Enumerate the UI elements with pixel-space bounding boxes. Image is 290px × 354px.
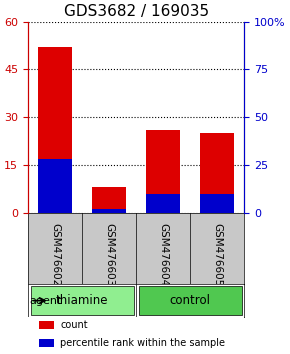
Bar bbox=[39, 339, 54, 347]
Bar bbox=[38, 159, 72, 213]
Text: percentile rank within the sample: percentile rank within the sample bbox=[61, 338, 226, 348]
Bar bbox=[146, 130, 180, 213]
FancyBboxPatch shape bbox=[139, 286, 242, 315]
Text: control: control bbox=[170, 294, 211, 307]
Title: GDS3682 / 169035: GDS3682 / 169035 bbox=[64, 4, 209, 19]
Text: GSM476605: GSM476605 bbox=[213, 223, 222, 287]
FancyBboxPatch shape bbox=[31, 286, 133, 315]
Text: agent: agent bbox=[29, 296, 61, 306]
Bar bbox=[92, 210, 126, 213]
Text: GSM476603: GSM476603 bbox=[104, 223, 114, 287]
Bar bbox=[200, 133, 235, 213]
Text: GSM476604: GSM476604 bbox=[158, 223, 168, 287]
Bar bbox=[92, 187, 126, 213]
Bar bbox=[200, 194, 235, 213]
Text: thiamine: thiamine bbox=[56, 294, 108, 307]
Text: GSM476602: GSM476602 bbox=[50, 223, 60, 287]
Bar bbox=[38, 47, 72, 213]
Text: count: count bbox=[61, 320, 88, 330]
Bar bbox=[146, 194, 180, 213]
Bar bbox=[39, 321, 54, 329]
